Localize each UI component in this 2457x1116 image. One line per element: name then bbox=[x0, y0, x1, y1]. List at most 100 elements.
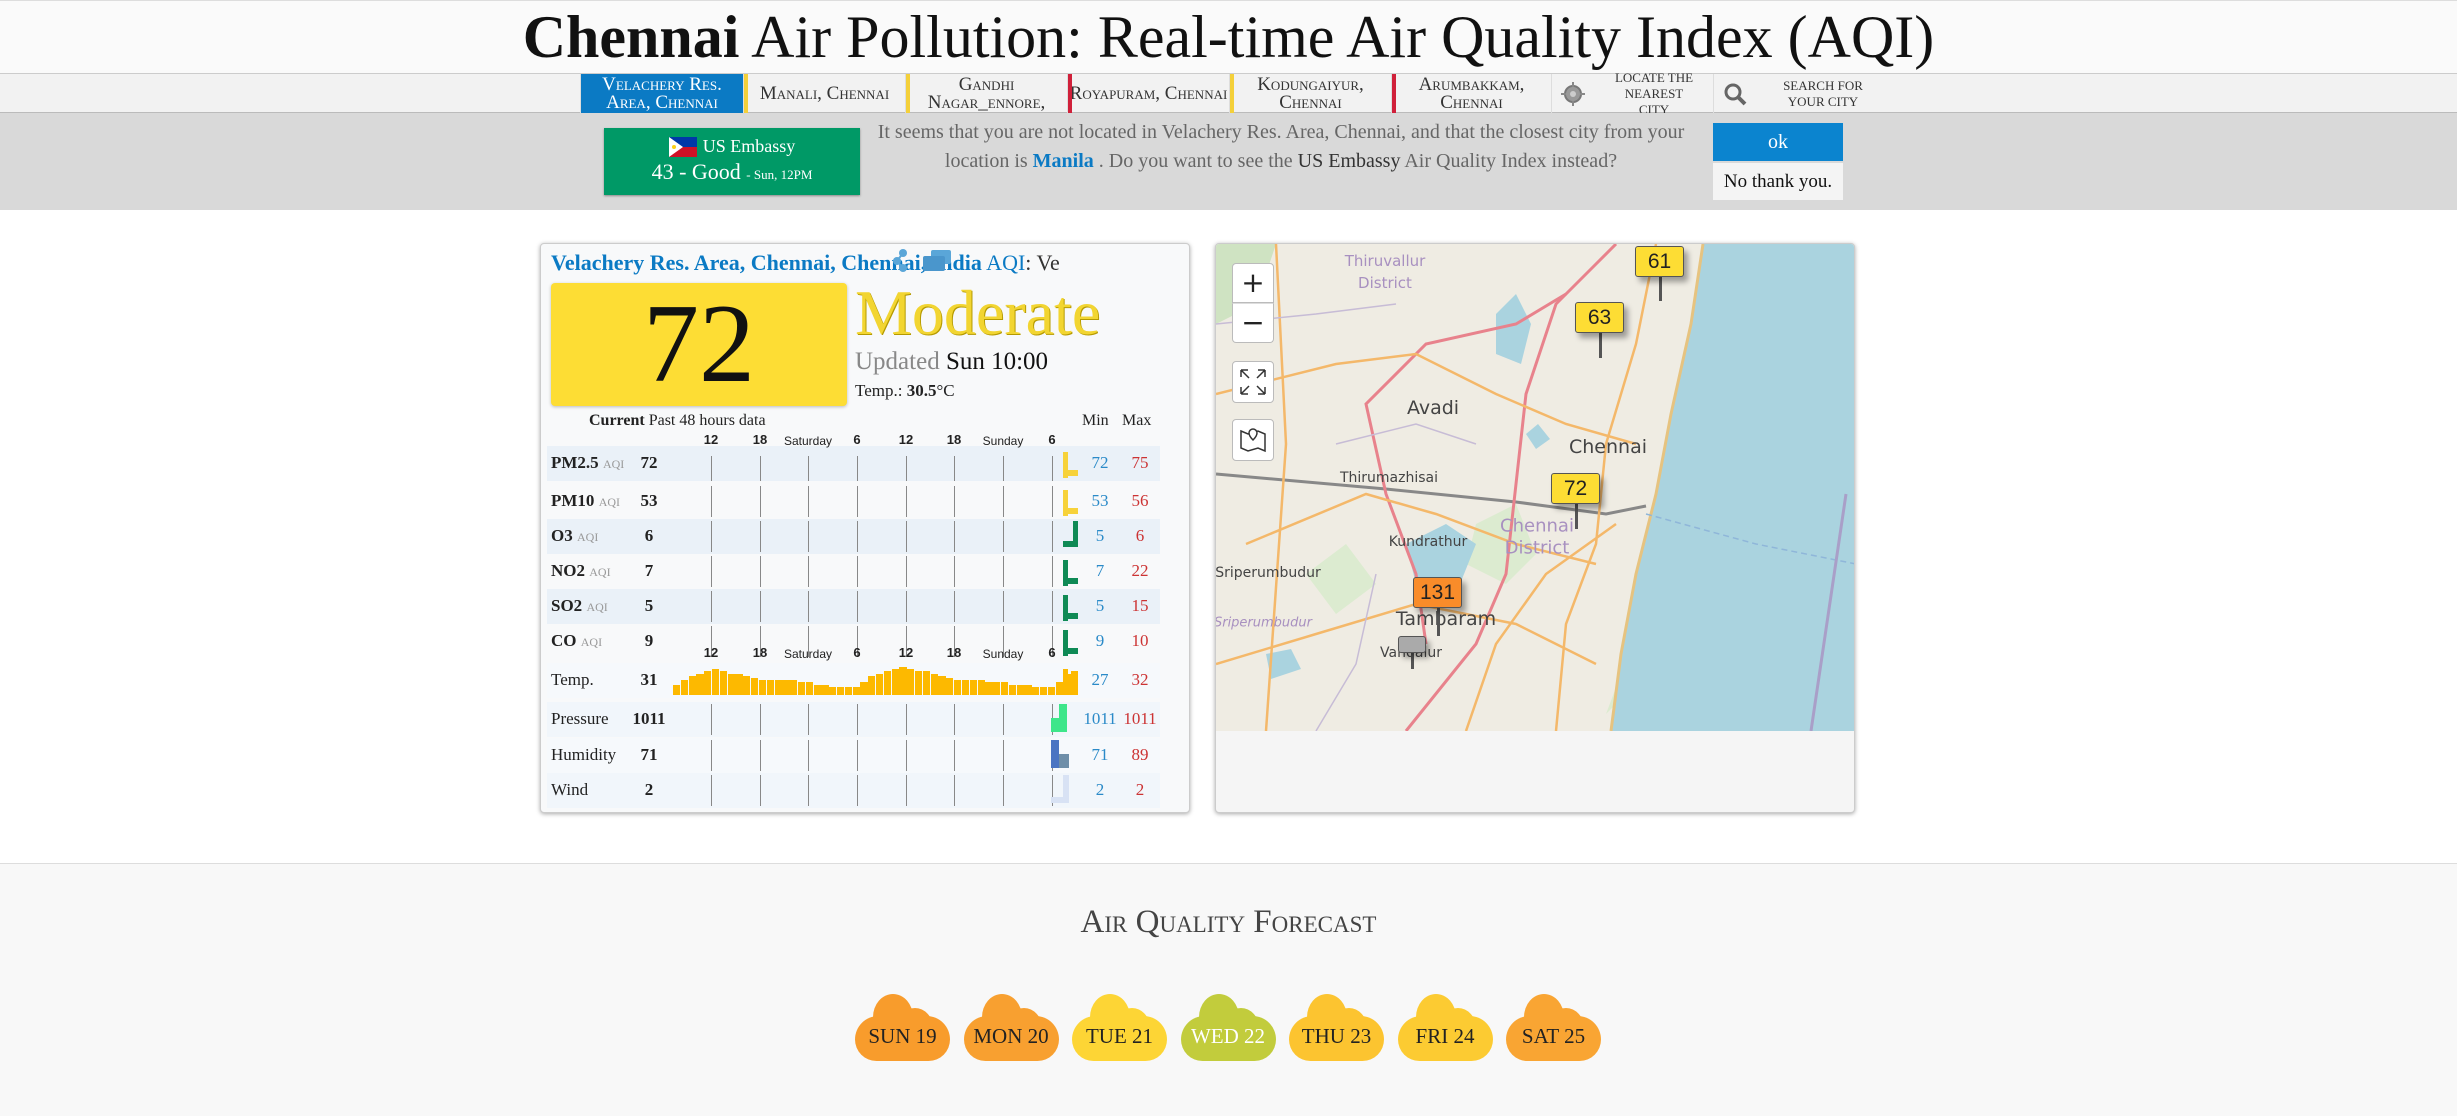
temp-bar bbox=[922, 671, 931, 695]
temp-bar bbox=[704, 671, 712, 695]
forecast-day-thu[interactable]: THU 23 bbox=[1289, 994, 1384, 1061]
forecast-day-sat[interactable]: SAT 25 bbox=[1506, 994, 1601, 1061]
aqi-map-marker[interactable]: 63 bbox=[1575, 302, 1624, 333]
map-label: Chennai bbox=[1568, 436, 1648, 458]
row-max: 56 bbox=[1131, 491, 1149, 510]
temp-bar bbox=[1071, 671, 1079, 695]
fullscreen-button[interactable] bbox=[1232, 361, 1274, 403]
time-gridline bbox=[1052, 456, 1053, 481]
tab-label: Arumbakkam, Chennai bbox=[1418, 74, 1525, 113]
tab-velachery[interactable]: Velachery Res. Area, Chennai bbox=[580, 74, 743, 114]
temp-bar bbox=[930, 673, 938, 695]
marker-stem bbox=[1658, 277, 1662, 301]
forecast-day-wed[interactable]: WED 22 bbox=[1180, 994, 1276, 1061]
trend-mini-bar bbox=[1051, 740, 1059, 768]
row-label: Humidity bbox=[551, 745, 616, 765]
temp-bar bbox=[1016, 684, 1024, 695]
trend-mini-bar bbox=[1059, 704, 1067, 732]
time-tick-label: 18 bbox=[946, 645, 962, 660]
time-gridline bbox=[857, 626, 858, 657]
temp-bar bbox=[727, 673, 735, 695]
status-stripe bbox=[1392, 74, 1396, 114]
title-tail: : Ve bbox=[1025, 250, 1060, 275]
aqi-map-marker[interactable]: 131 bbox=[1413, 577, 1462, 608]
temp-bar bbox=[836, 686, 845, 695]
forecast-day-sun[interactable]: SUN 19 bbox=[855, 994, 950, 1061]
time-gridline bbox=[808, 556, 809, 587]
row-label: O3 AQI bbox=[551, 526, 598, 546]
aqi-map-marker[interactable]: - bbox=[1398, 636, 1426, 653]
no-thank-you-button[interactable]: No thank you. bbox=[1713, 163, 1843, 200]
notice-text: It seems that you are not located in Vel… bbox=[868, 118, 1694, 176]
share-icon[interactable] bbox=[889, 248, 913, 274]
zoom-in-button[interactable]: + bbox=[1232, 263, 1274, 303]
row-current: 5 bbox=[644, 596, 654, 615]
map-label: District bbox=[1358, 274, 1412, 292]
temp-bar bbox=[696, 673, 704, 695]
row-name: Pressure bbox=[551, 709, 609, 728]
time-gridline bbox=[808, 591, 809, 622]
time-tick-label: 12 bbox=[898, 432, 914, 447]
row-max: 10 bbox=[1131, 631, 1149, 650]
tab-manali[interactable]: Manali, Chennai bbox=[743, 74, 905, 114]
zoom-out-button[interactable]: − bbox=[1232, 303, 1274, 343]
time-gridline bbox=[1003, 556, 1004, 587]
forecast-day-fri[interactable]: FRI 24 bbox=[1397, 994, 1493, 1061]
closest-city-link[interactable]: Manila bbox=[1032, 150, 1094, 172]
row-max: 89 bbox=[1131, 745, 1149, 764]
temp-value: 30.5 bbox=[906, 381, 937, 400]
forecast-day-mon[interactable]: MON 20 bbox=[963, 994, 1059, 1061]
tab-kodungaiyur[interactable]: Kodungaiyur, Chennai bbox=[1229, 74, 1391, 114]
time-gridline bbox=[857, 704, 858, 735]
temp-bar bbox=[829, 686, 837, 695]
time-gridline bbox=[808, 626, 809, 657]
map[interactable]: Thiruvallur District Avadi Chennai Thiru… bbox=[1215, 243, 1855, 813]
time-gridline bbox=[857, 775, 858, 806]
row-max: 22 bbox=[1131, 561, 1149, 580]
nearest-station-badge[interactable]: US Embassy 43 - Good - Sun, 12PM bbox=[604, 128, 860, 195]
aqi-map-marker[interactable]: 72 bbox=[1551, 473, 1600, 504]
temp-bar bbox=[876, 673, 884, 695]
row-min: 5 bbox=[1095, 596, 1105, 615]
row-current: 7 bbox=[644, 561, 654, 580]
updated-value: Sun 10:00 bbox=[945, 348, 1049, 375]
time-gridline bbox=[954, 626, 955, 657]
time-gridline bbox=[1003, 521, 1004, 552]
temp-bar bbox=[821, 684, 829, 695]
temp-bar bbox=[797, 682, 806, 695]
row-current: 31 bbox=[640, 670, 658, 689]
cloud-shape bbox=[1289, 1016, 1384, 1061]
tab-arumbakkam[interactable]: Arumbakkam, Chennai bbox=[1391, 74, 1551, 114]
tab-royapuram[interactable]: Royapuram, Chennai bbox=[1067, 74, 1229, 114]
max-header: Max bbox=[1122, 412, 1152, 429]
aqi-map-marker[interactable]: 61 bbox=[1635, 246, 1684, 277]
forecast-day-tue[interactable]: TUE 21 bbox=[1072, 994, 1167, 1061]
trend-mini-bar bbox=[1063, 630, 1068, 656]
map-tiles[interactable] bbox=[1216, 244, 1855, 731]
row-unit: AQI bbox=[598, 495, 621, 509]
forecast-day-label: TUE 21 bbox=[1085, 1024, 1154, 1048]
row-max: 75 bbox=[1131, 453, 1149, 472]
row-name: Humidity bbox=[551, 745, 617, 764]
temp-bar bbox=[1063, 673, 1071, 695]
aqi-value-box: 72 bbox=[551, 283, 847, 406]
ok-button[interactable]: ok bbox=[1713, 123, 1843, 161]
row-min: 53 bbox=[1091, 491, 1109, 510]
row-min: 72 bbox=[1091, 453, 1109, 472]
map-label: Avadi bbox=[1406, 397, 1460, 419]
locate-nearest-city-button[interactable]: Locate the nearest city bbox=[1551, 70, 1713, 117]
widget-icon[interactable] bbox=[923, 250, 951, 272]
row-current: 2 bbox=[644, 780, 654, 799]
map-pin-icon bbox=[1240, 428, 1266, 453]
table-row: SO2 AQI 5 5 15 bbox=[547, 589, 1160, 624]
notice-text-part: It seems that you are not located in Vel… bbox=[877, 121, 1685, 172]
time-tick-label: 6 bbox=[1048, 645, 1056, 660]
map-layers-button[interactable] bbox=[1232, 419, 1274, 461]
trend-mini-bar bbox=[1063, 452, 1068, 478]
time-gridline bbox=[1003, 486, 1004, 517]
map-label: Sriperumbudur bbox=[1215, 565, 1321, 581]
search-city-button[interactable]: Search for your city bbox=[1713, 74, 1877, 114]
tab-gandhi-nagar[interactable]: Gandhi Nagar_ennore, bbox=[905, 74, 1067, 114]
table-row: O3 AQI 6 5 6 bbox=[547, 519, 1160, 554]
temp-bar bbox=[993, 682, 1001, 695]
